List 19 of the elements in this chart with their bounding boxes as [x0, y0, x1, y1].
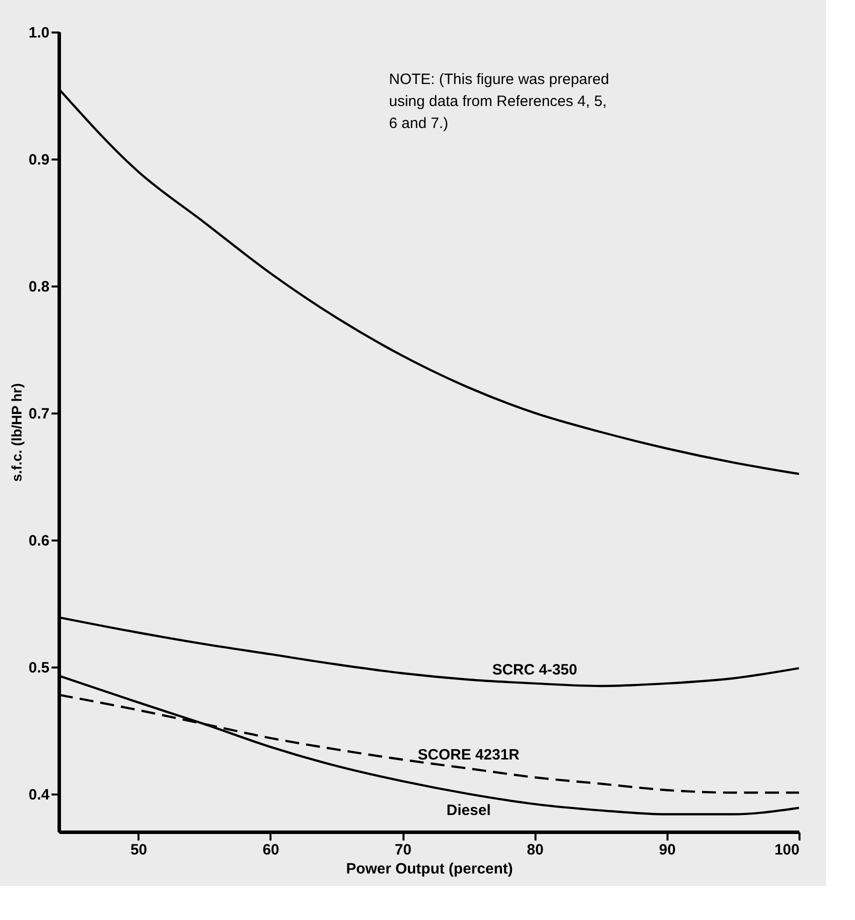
y-tick-label: 1.0 — [28, 24, 50, 42]
y-tick-label: 0.8 — [28, 278, 50, 296]
series-label: SCORE 4231R — [418, 746, 520, 764]
y-tick-label: 0.5 — [28, 659, 50, 676]
x-tick-label: 50 — [130, 842, 148, 858]
y-tick-label: 0.4 — [28, 786, 50, 804]
x-tick-label: 60 — [262, 842, 280, 858]
y-tick-label: 0.9 — [28, 151, 50, 168]
y-axis-title: s.f.c. (lb/HP hr) — [8, 383, 25, 482]
y-tick-label: 0.6 — [28, 532, 50, 550]
series-label: SCRC 4-350 — [492, 661, 578, 678]
x-tick-label: 80 — [526, 842, 544, 858]
annotation: NOTE: (This figure was prepared using data from References 4, 5, 6 and 7.) — [389, 71, 610, 132]
x-tick-label: 100 — [774, 842, 800, 858]
x-tick-label: 90 — [659, 842, 676, 858]
series-label: Diesel — [446, 802, 491, 819]
y-tick-label: 0.7 — [28, 405, 50, 422]
x-tick-label: 70 — [394, 842, 412, 858]
x-axis-title: Power Output (percent) — [346, 860, 513, 878]
